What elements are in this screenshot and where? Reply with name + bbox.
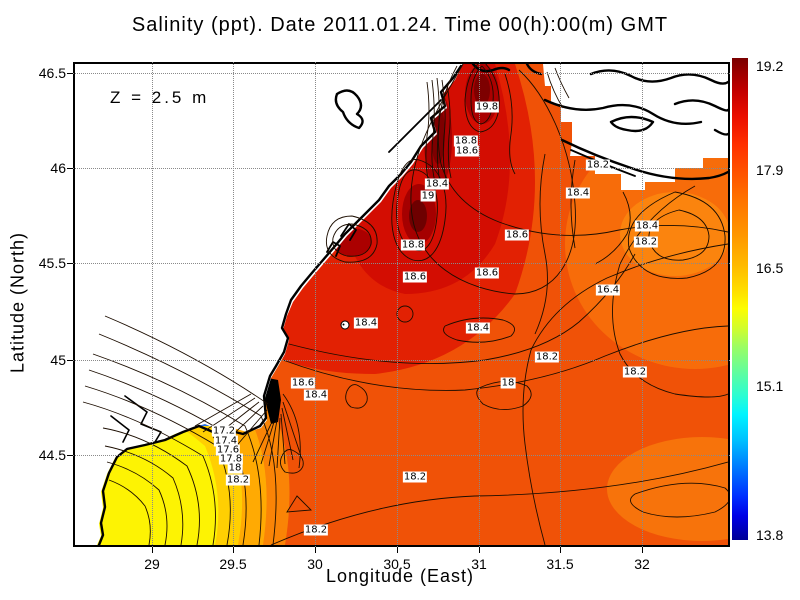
y-tick-label: 46.5 xyxy=(38,65,66,81)
contour-label: 18.6 xyxy=(504,229,530,241)
y-tick-mark xyxy=(67,359,73,361)
contour-lines-layer xyxy=(82,64,728,545)
y-tick-label: 45 xyxy=(50,352,66,368)
gridline-horizontal xyxy=(73,455,730,456)
contour-label: 19 xyxy=(420,190,436,202)
contour-label: 18.4 xyxy=(303,389,329,401)
contour-label: 18.6 xyxy=(290,377,316,389)
contour-label: 18.8 xyxy=(400,239,426,251)
colorbar-tick-label: 16.5 xyxy=(756,260,784,276)
y-tick-label: 45.5 xyxy=(38,255,66,271)
contour-label: 18.2 xyxy=(585,159,611,171)
map-plot-area xyxy=(73,62,730,547)
x-tick-mark xyxy=(641,547,643,553)
x-axis-title: Longitude (East) xyxy=(325,566,475,586)
gridline-vertical xyxy=(479,62,480,547)
map-artwork xyxy=(75,64,728,545)
gridline-vertical xyxy=(315,62,316,547)
contour-label: 18.4 xyxy=(565,187,591,199)
contour-label: 18.2 xyxy=(622,366,648,378)
x-tick-label: 30 xyxy=(307,556,323,572)
gridline-vertical xyxy=(233,62,234,547)
contour-label: 18.4 xyxy=(424,178,450,190)
x-tick-label: 29 xyxy=(144,556,160,572)
contour-label: 18.6 xyxy=(454,145,480,157)
gridline-vertical xyxy=(397,62,398,547)
contour-label: 18.4 xyxy=(353,317,379,329)
gridline-horizontal xyxy=(73,73,730,74)
x-tick-mark xyxy=(314,547,316,553)
station-marker xyxy=(340,320,350,330)
x-tick-mark xyxy=(559,547,561,553)
gridline-vertical xyxy=(642,62,643,547)
contour-label: 18.2 xyxy=(225,474,251,486)
y-tick-mark xyxy=(67,167,73,169)
depth-annotation: Z = 2.5 m xyxy=(110,88,210,107)
contour-label: 18.2 xyxy=(534,351,560,363)
contour-label: 17.4 xyxy=(213,435,239,447)
contour-label: 17.8 xyxy=(218,453,244,465)
contour-label: 18.6 xyxy=(474,267,500,279)
gridline-horizontal xyxy=(73,360,730,361)
coastline-layer xyxy=(97,64,728,545)
gridline-vertical xyxy=(152,62,153,547)
colorbar-tick-label: 13.8 xyxy=(756,527,784,543)
contour-label: 18.4 xyxy=(634,220,660,232)
colorbar-tick-label: 19.2 xyxy=(756,58,784,74)
x-tick-mark xyxy=(396,547,398,553)
x-tick-label: 29.5 xyxy=(219,556,247,572)
contour-label: 19.8 xyxy=(474,101,500,113)
x-tick-label: 31 xyxy=(471,556,487,572)
y-tick-mark xyxy=(67,72,73,74)
contour-label: 18.8 xyxy=(453,135,479,147)
y-tick-label: 44.5 xyxy=(38,447,66,463)
contour-label: 18.6 xyxy=(402,271,428,283)
colorbar xyxy=(732,58,748,540)
x-tick-label: 31.5 xyxy=(546,556,574,572)
land-layer xyxy=(75,64,728,545)
contour-label: 17.2 xyxy=(211,425,237,437)
gridline-horizontal xyxy=(73,263,730,264)
contour-label: 18.2 xyxy=(303,524,329,536)
contour-label: 18.2 xyxy=(633,236,659,248)
x-tick-label: 30.5 xyxy=(383,556,411,572)
contour-label: 18.4 xyxy=(465,322,491,334)
colorbar-tick-label: 17.9 xyxy=(756,162,784,178)
contour-label: 18 xyxy=(500,377,516,389)
chart-title: Salinity (ppt). Date 2011.01.24. Time 00… xyxy=(131,14,669,36)
x-tick-mark xyxy=(232,547,234,553)
y-tick-mark xyxy=(67,454,73,456)
gridline-vertical xyxy=(560,62,561,547)
y-axis-title: Latitude (North) xyxy=(7,231,28,374)
contour-label: 18.2 xyxy=(402,471,428,483)
x-tick-mark xyxy=(478,547,480,553)
y-tick-label: 46 xyxy=(50,160,66,176)
gridline-horizontal xyxy=(73,168,730,169)
colorbar-tick-label: 15.1 xyxy=(756,378,784,394)
y-tick-mark xyxy=(67,262,73,264)
x-tick-label: 32 xyxy=(634,556,650,572)
contour-label: 17.6 xyxy=(215,444,241,456)
contour-label: 16.4 xyxy=(595,284,621,296)
x-tick-mark xyxy=(151,547,153,553)
contour-label: 18 xyxy=(227,462,243,474)
